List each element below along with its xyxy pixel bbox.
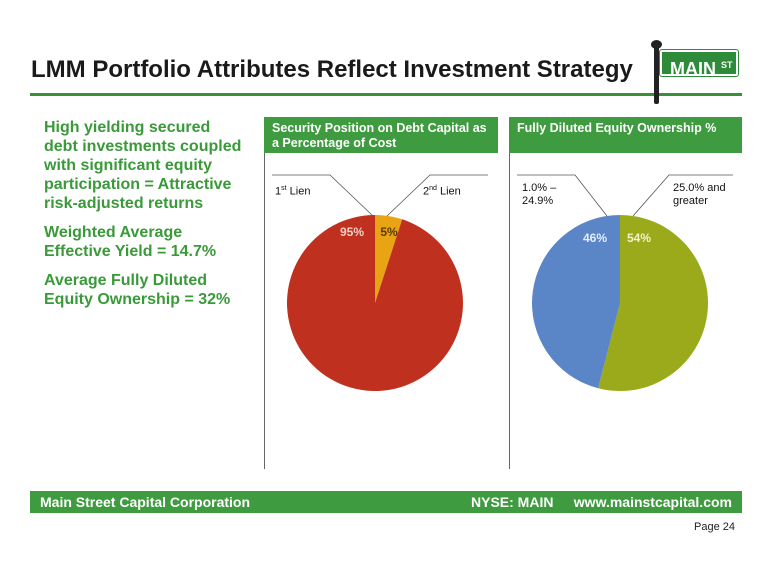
panel-divider-right — [509, 117, 510, 469]
footer-company: Main Street Capital Corporation — [40, 494, 251, 510]
logo-text: MAIN — [670, 59, 716, 79]
logo-pole-knob — [651, 40, 662, 49]
data-label-1: 54% — [627, 231, 651, 245]
key-points: High yielding secured debt investments c… — [44, 118, 244, 319]
page-title: LMM Portfolio Attributes Reflect Investm… — [31, 56, 633, 83]
title-divider — [30, 93, 742, 96]
leader-line-0 — [272, 174, 374, 217]
page-number: Page 24 — [694, 521, 735, 533]
footer-bar: Main Street Capital Corporation NYSE: MA… — [30, 491, 742, 513]
point-effective-yield: Weighted Average Effective Yield = 14.7% — [44, 224, 217, 260]
label-second-lien: 2nd Lien — [423, 185, 461, 198]
logo-sign: MAIN ST — [660, 50, 738, 79]
pie-slice-0 — [531, 215, 620, 389]
panel-divider-left — [264, 117, 265, 469]
label-high-range: 25.0% and greater — [673, 182, 726, 207]
leader-line-1 — [386, 174, 488, 217]
point-equity-ownership: Average Fully Diluted Equity Ownership =… — [44, 272, 231, 308]
logo-superscript: ST — [721, 60, 733, 70]
label-low-range: 1.0% – 24.9% — [522, 182, 557, 207]
footer-ticker: NYSE: MAIN — [471, 494, 554, 510]
data-label-0: 95% — [340, 225, 364, 239]
security-panel-header: Security Position on Debt Capital as a P… — [264, 117, 498, 153]
point-secured-debt: High yielding secured debt investments c… — [44, 119, 242, 212]
logo-pole — [654, 44, 659, 104]
leader-line-0 — [517, 174, 608, 217]
data-label-0: 46% — [583, 231, 607, 245]
security-position-pie: 95% 5% — [272, 174, 488, 391]
leader-line-1 — [632, 174, 733, 217]
equity-ownership-pie: 46% 54% — [517, 174, 733, 391]
pie-slice-0 — [286, 215, 463, 391]
main-street-logo: MAIN ST — [640, 40, 750, 104]
pie-slice-1 — [375, 215, 403, 303]
equity-panel-header: Fully Diluted Equity Ownership % — [509, 117, 742, 153]
pie-slice-1 — [598, 215, 708, 391]
data-label-1: 5% — [380, 225, 398, 239]
footer-url[interactable]: www.mainstcapital.com — [573, 494, 732, 510]
label-first-lien: 1st Lien — [275, 185, 311, 198]
